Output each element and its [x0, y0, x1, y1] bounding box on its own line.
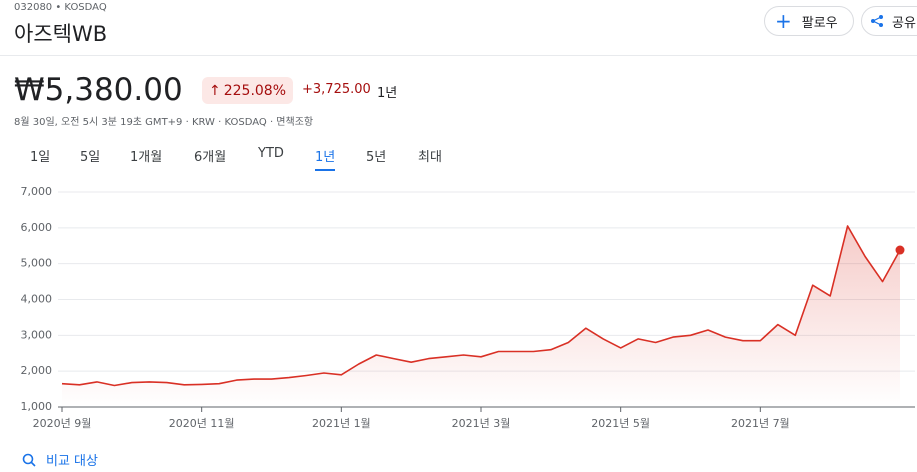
last-point: [895, 245, 905, 255]
search-icon: [22, 453, 36, 467]
share-button[interactable]: 공유: [861, 6, 917, 36]
area-fill: [62, 226, 900, 407]
compare-button[interactable]: 비교 대상: [22, 450, 98, 469]
range-tab[interactable]: 6개월: [194, 150, 227, 165]
change-abs: +3,725.00: [302, 82, 371, 97]
range-tab[interactable]: 1개월: [130, 150, 163, 165]
x-tick-label: 2021년 5월: [591, 417, 650, 430]
change-badge: ↑ 225.08%: [202, 77, 293, 104]
change-period: 1년: [377, 86, 398, 101]
y-tick-label: 3,000: [21, 328, 53, 341]
change-pct: 225.08%: [223, 82, 287, 99]
x-tick-label: 2021년 7월: [731, 417, 790, 430]
share-label: 공유: [892, 15, 916, 31]
y-tick-label: 6,000: [21, 221, 53, 234]
stock-name: 아즈텍WB: [14, 22, 108, 46]
ticker: 032080 • KOSDAQ: [14, 2, 107, 13]
divider: [0, 55, 917, 56]
x-tick-label: 2020년 9월: [33, 417, 92, 430]
compare-label: 비교 대상: [46, 454, 98, 469]
range-tab[interactable]: YTD: [258, 146, 284, 161]
y-tick-label: 7,000: [21, 185, 53, 198]
range-tab[interactable]: 최대: [418, 150, 442, 165]
x-tick-label: 2021년 1월: [312, 417, 371, 430]
range-tab[interactable]: 1일: [30, 150, 51, 165]
range-tab[interactable]: 5일: [80, 150, 101, 165]
y-tick-label: 5,000: [21, 257, 53, 270]
price-line: [61, 225, 901, 387]
share-icon: [871, 15, 883, 27]
range-tab[interactable]: 5년: [366, 150, 387, 165]
x-tick-label: 2020년 11월: [169, 417, 235, 430]
y-tick-label: 4,000: [21, 293, 53, 306]
y-tick-label: 2,000: [21, 364, 53, 377]
follow-label: 팔로우: [801, 15, 838, 31]
follow-button[interactable]: + 팔로우: [764, 6, 854, 36]
meta: 8월 30일, 오전 5시 3분 19초 GMT+9 · KRW · KOSDA…: [14, 117, 314, 128]
y-tick-label: 1,000: [21, 400, 53, 413]
range-tab[interactable]: 1년: [315, 146, 336, 171]
chart: 1,000 2,000 3,000 4,000 5,000 6,000 7,000 2020년…: [21, 185, 915, 430]
x-tick-label: 2021년 3월: [452, 417, 511, 430]
price: ₩5,380.00: [14, 72, 183, 108]
